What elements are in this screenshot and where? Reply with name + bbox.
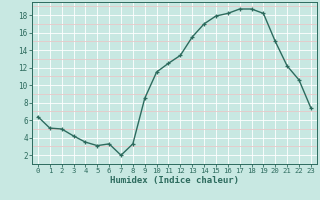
X-axis label: Humidex (Indice chaleur): Humidex (Indice chaleur): [110, 176, 239, 185]
